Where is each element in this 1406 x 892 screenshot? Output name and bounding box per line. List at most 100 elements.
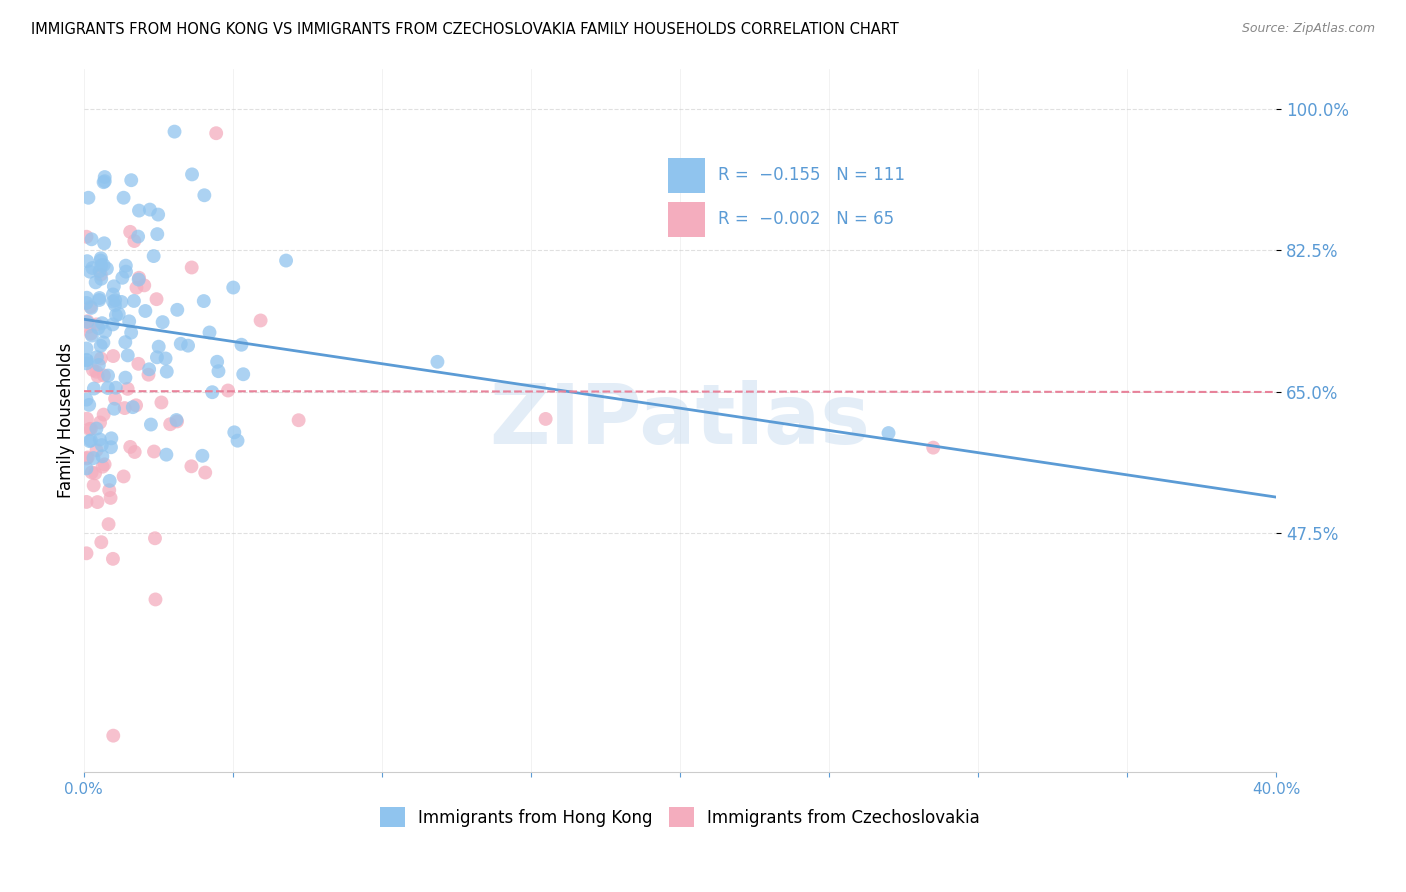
Point: [232, 368, 254, 382]
Point: [201, 385, 224, 400]
Point: [82, 260, 104, 275]
Point: [93, 175, 115, 189]
Point: [104, 381, 127, 395]
Point: [127, 229, 149, 244]
Point: [90, 253, 112, 268]
Point: [100, 440, 122, 454]
Point: [93, 458, 115, 472]
Point: [120, 173, 142, 187]
Point: [128, 272, 150, 286]
Point: [148, 340, 170, 354]
Point: [90, 268, 112, 282]
Point: [97, 517, 120, 532]
Point: [117, 348, 139, 362]
Point: [93, 368, 115, 383]
Point: [274, 253, 297, 268]
Point: [93, 258, 115, 272]
Point: [79, 422, 101, 436]
Text: IMMIGRANTS FROM HONG KONG VS IMMIGRANTS FROM CZECHOSLOVAKIA FAMILY HOUSEHOLDS CO: IMMIGRANTS FROM HONG KONG VS IMMIGRANTS …: [31, 22, 898, 37]
Point: [90, 351, 112, 366]
Text: R =  −0.002   N = 65: R = −0.002 N = 65: [718, 210, 894, 228]
Text: Source: ZipAtlas.com: Source: ZipAtlas.com: [1241, 22, 1375, 36]
Point: [93, 335, 115, 350]
Point: [90, 339, 112, 353]
Point: [76, 451, 98, 466]
Point: [101, 294, 124, 309]
Point: [100, 491, 122, 505]
Point: [86, 421, 108, 435]
Point: [76, 461, 98, 475]
Point: [86, 350, 108, 364]
Point: [101, 287, 124, 301]
Point: [89, 264, 111, 278]
Point: [87, 321, 110, 335]
Point: [79, 300, 101, 314]
Point: [101, 552, 124, 566]
Point: [198, 326, 221, 340]
Point: [91, 316, 114, 330]
Point: [231, 337, 253, 351]
FancyBboxPatch shape: [668, 202, 704, 237]
Point: [101, 318, 124, 332]
Point: [112, 191, 135, 205]
Point: [180, 459, 202, 474]
Point: [76, 291, 98, 305]
Point: [120, 326, 142, 340]
Y-axis label: Family Households: Family Households: [58, 343, 75, 498]
Point: [166, 302, 188, 317]
Point: [205, 126, 228, 140]
FancyBboxPatch shape: [668, 158, 704, 194]
Point: [165, 413, 187, 427]
Point: [193, 188, 215, 202]
Point: [118, 314, 141, 328]
Point: [100, 431, 122, 445]
Point: [103, 349, 125, 363]
Point: [104, 298, 127, 312]
Point: [138, 368, 160, 382]
Point: [124, 234, 146, 248]
Point: [80, 232, 103, 246]
Point: [114, 335, 136, 350]
Point: [93, 236, 115, 251]
Point: [90, 535, 112, 549]
Point: [89, 291, 111, 305]
Point: [86, 495, 108, 509]
Point: [170, 336, 193, 351]
Point: [150, 395, 173, 409]
Point: [104, 293, 127, 308]
Point: [79, 434, 101, 449]
Point: [128, 203, 150, 218]
Point: [84, 467, 107, 481]
Point: [163, 125, 186, 139]
Point: [80, 434, 103, 448]
Point: [76, 353, 98, 368]
Point: [145, 592, 167, 607]
Point: [152, 315, 174, 329]
Point: [146, 208, 169, 222]
Point: [97, 368, 120, 383]
Text: R =  −0.155   N = 111: R = −0.155 N = 111: [718, 166, 905, 185]
Point: [87, 358, 110, 372]
Point: [103, 729, 125, 743]
Point: [76, 315, 98, 329]
Point: [76, 411, 98, 425]
Point: [249, 313, 271, 327]
Point: [143, 531, 166, 545]
Point: [121, 400, 143, 414]
Point: [80, 326, 103, 341]
Point: [91, 459, 114, 474]
Point: [207, 364, 229, 378]
Point: [287, 413, 309, 427]
Point: [76, 546, 98, 560]
Point: [76, 392, 98, 407]
Point: [138, 362, 160, 376]
Point: [191, 449, 214, 463]
Point: [82, 363, 104, 377]
Point: [76, 254, 98, 268]
Point: [90, 259, 112, 273]
Point: [222, 280, 245, 294]
Point: [76, 296, 98, 310]
Point: [83, 478, 105, 492]
Point: [93, 169, 115, 184]
Point: [97, 381, 120, 395]
